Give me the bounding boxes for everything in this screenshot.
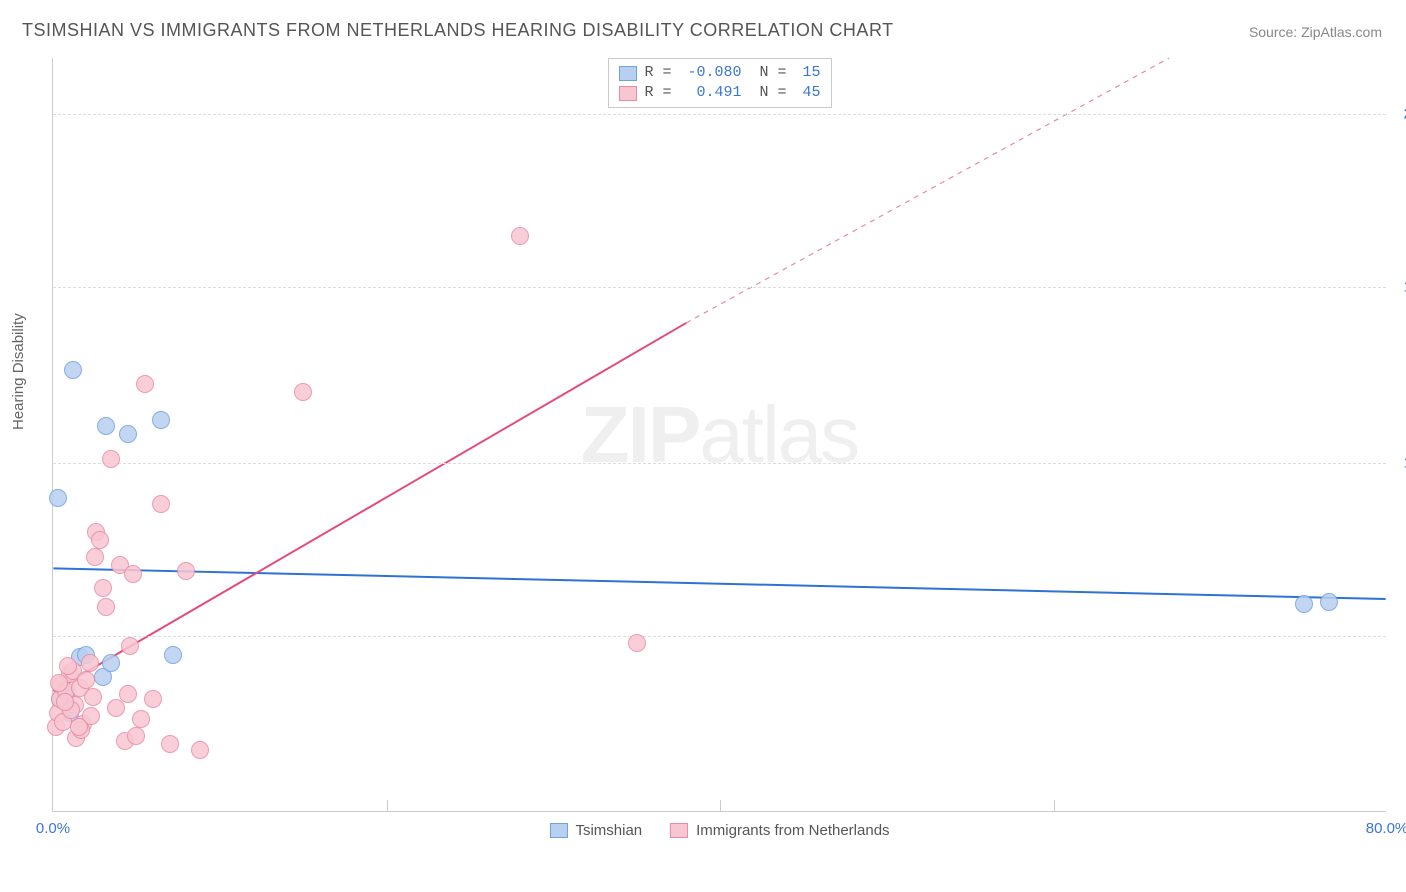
source-label: Source:	[1249, 24, 1297, 40]
scatter-point	[59, 657, 77, 675]
series-legend-label: Immigrants from Netherlands	[696, 822, 889, 839]
scatter-point	[102, 450, 120, 468]
scatter-point	[50, 674, 68, 692]
watermark-light: atlas	[699, 390, 858, 479]
y-axis-label: Hearing Disability	[10, 313, 27, 430]
scatter-point	[511, 227, 529, 245]
x-tick-label: 80.0%	[1366, 820, 1406, 837]
scatter-point	[97, 598, 115, 616]
scatter-point	[56, 693, 74, 711]
scatter-point	[161, 735, 179, 753]
scatter-point	[86, 548, 104, 566]
scatter-point	[70, 718, 88, 736]
scatter-point	[107, 699, 125, 717]
legend-r-label: R =	[644, 63, 671, 83]
scatter-point	[152, 411, 170, 429]
legend-swatch	[618, 66, 636, 81]
trend-lines-layer	[53, 58, 1386, 811]
scatter-point	[177, 562, 195, 580]
scatter-point	[84, 688, 102, 706]
scatter-point	[628, 634, 646, 652]
scatter-point	[1295, 595, 1313, 613]
scatter-point	[152, 495, 170, 513]
scatter-point	[164, 646, 182, 664]
gridline-h	[53, 463, 1386, 464]
scatter-point	[49, 489, 67, 507]
scatter-point	[64, 361, 82, 379]
gridline-v	[720, 800, 721, 812]
series-legend-item: Immigrants from Netherlands	[670, 822, 889, 839]
y-tick-label: 18.8%	[1391, 278, 1406, 295]
legend-swatch	[618, 86, 636, 101]
scatter-point	[119, 425, 137, 443]
scatter-point	[132, 710, 150, 728]
legend-r-value: -0.080	[680, 63, 742, 83]
legend-row: R = -0.080 N = 15	[618, 63, 820, 83]
scatter-point	[102, 654, 120, 672]
scatter-point	[144, 690, 162, 708]
scatter-point	[94, 579, 112, 597]
correlation-legend: R = -0.080 N = 15 R = 0.491 N = 45	[607, 58, 831, 108]
legend-n-label: N =	[760, 63, 787, 83]
scatter-point	[294, 383, 312, 401]
gridline-h	[53, 636, 1386, 637]
scatter-point	[77, 671, 95, 689]
scatter-point	[97, 417, 115, 435]
scatter-point	[121, 637, 139, 655]
chart-title: TSIMSHIAN VS IMMIGRANTS FROM NETHERLANDS…	[22, 20, 894, 41]
legend-n-label: N =	[760, 83, 787, 103]
series-legend-label: Tsimshian	[575, 822, 642, 839]
legend-row: R = 0.491 N = 45	[618, 83, 820, 103]
watermark-bold: ZIP	[581, 390, 699, 479]
source-link[interactable]: ZipAtlas.com	[1301, 24, 1382, 40]
y-tick-label: 6.3%	[1391, 628, 1406, 645]
scatter-point	[127, 727, 145, 745]
legend-swatch	[670, 823, 688, 838]
x-tick-label: 0.0%	[36, 820, 70, 837]
gridline-h	[53, 287, 1386, 288]
gridline-v	[387, 800, 388, 812]
source-attribution: Source: ZipAtlas.com	[1249, 24, 1382, 40]
legend-swatch	[549, 823, 567, 838]
series-legend: Tsimshian Immigrants from Netherlands	[549, 822, 889, 839]
plot-area: ZIPatlas R =-0.080N =15R = 0.491N =45 Ts…	[52, 58, 1386, 812]
legend-r-label: R =	[644, 83, 671, 103]
gridline-v	[1054, 800, 1055, 812]
trend-line	[53, 568, 1385, 599]
watermark: ZIPatlas	[581, 389, 858, 481]
legend-n-value: 45	[795, 83, 821, 103]
scatter-point	[191, 741, 209, 759]
series-legend-item: Tsimshian	[549, 822, 642, 839]
scatter-point	[136, 375, 154, 393]
gridline-h	[53, 114, 1386, 115]
y-tick-label: 12.5%	[1391, 454, 1406, 471]
legend-n-value: 15	[795, 63, 821, 83]
scatter-point	[81, 654, 99, 672]
legend-r-value: 0.491	[680, 83, 742, 103]
scatter-point	[124, 565, 142, 583]
scatter-point	[91, 531, 109, 549]
scatter-point	[1320, 593, 1338, 611]
y-tick-label: 25.0%	[1391, 105, 1406, 122]
